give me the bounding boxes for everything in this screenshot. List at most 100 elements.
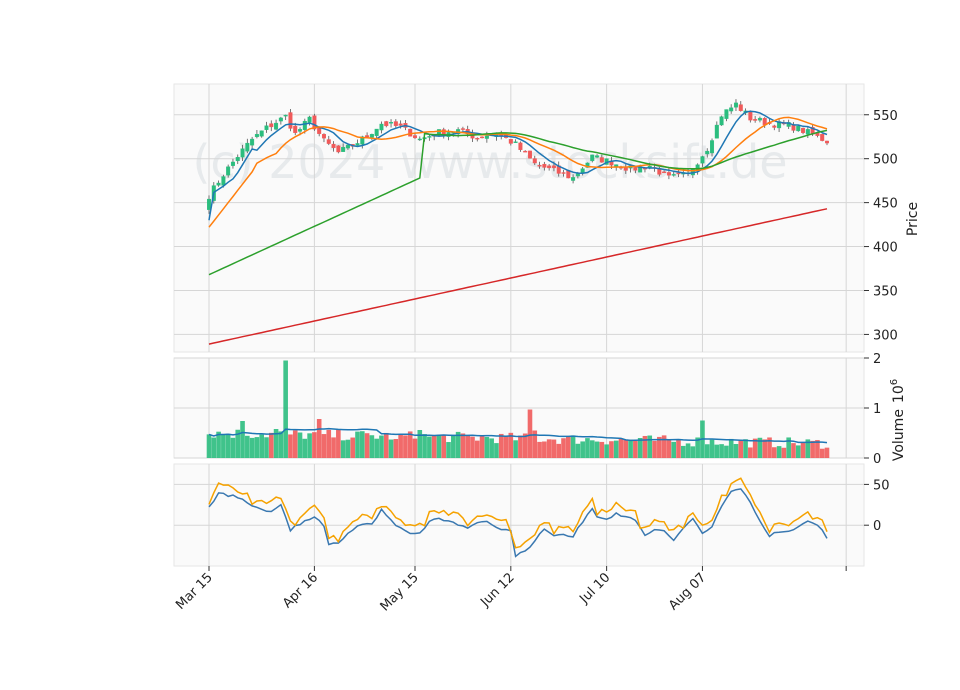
candle-body — [341, 147, 346, 152]
candle-body — [326, 139, 331, 144]
volume-bar — [719, 444, 724, 458]
volume-bar — [278, 431, 284, 458]
volume-bar — [714, 444, 720, 458]
volume-bar — [556, 443, 562, 458]
volume-bar — [757, 437, 763, 458]
volume-bar — [379, 435, 384, 458]
price-tick-label: 400 — [873, 241, 898, 256]
candle-body — [389, 122, 394, 124]
volume-bar — [312, 432, 317, 458]
candle-body — [825, 140, 830, 144]
volume-bar — [613, 440, 619, 458]
volume-bar — [637, 438, 643, 458]
volume-bar — [566, 435, 571, 458]
candle-body — [729, 107, 734, 112]
candle-body — [590, 154, 595, 162]
candle-body — [288, 112, 293, 129]
volume-bar — [474, 440, 480, 458]
candle-body — [518, 142, 523, 150]
volume-bar — [733, 444, 739, 458]
candle-body — [820, 134, 825, 141]
volume-bar — [676, 439, 681, 458]
volume-bar — [360, 431, 365, 458]
candle-body — [561, 172, 566, 174]
volume-bar — [623, 439, 629, 458]
volume-bar — [618, 438, 624, 458]
candle-body — [719, 116, 724, 126]
volume-bar — [503, 436, 509, 458]
candle-body — [542, 163, 547, 168]
volume-bar — [647, 435, 653, 458]
candle-body — [384, 121, 389, 127]
moving-average-4 — [208, 208, 828, 345]
volume-bar — [685, 443, 691, 458]
candle-body — [757, 117, 762, 121]
volume-bar — [666, 439, 672, 458]
candle-body — [748, 111, 753, 121]
volume-bar — [642, 435, 648, 458]
volume-bar — [690, 446, 696, 458]
volume-bar — [331, 437, 336, 458]
volume-bar — [417, 430, 423, 458]
volume-bar — [393, 439, 399, 458]
candle-body — [671, 174, 676, 176]
volume-bar — [225, 433, 231, 458]
candle-body — [585, 162, 590, 168]
volume-bar — [786, 437, 791, 458]
volume-bar — [805, 439, 811, 458]
osc-tick-label: 0 — [873, 519, 881, 534]
volume-bar — [498, 433, 504, 458]
volume-bar — [537, 441, 542, 458]
candle-body — [551, 165, 556, 169]
volume-bar — [570, 435, 576, 458]
volume-bar — [321, 434, 327, 458]
candle-body — [283, 114, 288, 117]
volume-bar — [259, 434, 264, 458]
candle-body — [393, 121, 398, 126]
candle-body — [480, 136, 485, 139]
volume-bar — [249, 437, 255, 458]
volume-bar — [589, 440, 595, 458]
candle-body — [321, 134, 326, 139]
volume-moving-average — [208, 427, 828, 444]
candle-body — [772, 125, 777, 128]
volume-bar — [762, 439, 768, 458]
volume-base-label: 10 — [891, 385, 907, 403]
candle-body — [633, 167, 638, 171]
x-tick-label: Jun 12 — [477, 570, 517, 610]
volume-bar — [657, 436, 662, 458]
volume-bar — [206, 434, 212, 458]
moving-average-2 — [208, 116, 828, 228]
volume-bar — [374, 438, 379, 458]
volume-bar — [494, 443, 499, 458]
volume-bar — [431, 435, 437, 458]
volume-bar — [709, 439, 715, 458]
volume-bar — [403, 435, 408, 458]
panel-bg-2 — [173, 463, 865, 567]
candle-body — [547, 165, 552, 169]
volume-bar — [800, 442, 806, 458]
volume-bar — [422, 434, 427, 458]
candle-body — [575, 173, 580, 177]
volume-bar — [221, 434, 226, 458]
volume-bar — [561, 438, 566, 458]
candle-body — [360, 136, 365, 145]
volume-bar — [508, 432, 514, 458]
candle-body — [413, 135, 418, 139]
volume-bar — [216, 431, 221, 458]
volume-bar — [580, 441, 585, 458]
oscillator-line-2 — [208, 477, 828, 549]
volume-bar — [364, 433, 370, 458]
candle-body — [254, 134, 259, 138]
candle-body — [259, 130, 264, 137]
candle-body — [676, 172, 681, 175]
volume-axis-label: Volume 106 — [889, 379, 907, 461]
volume-bar — [388, 439, 394, 458]
candle-body — [460, 128, 465, 130]
candle-body — [791, 124, 796, 131]
volume-bar — [810, 440, 815, 458]
x-tick-label: Mar 15 — [173, 570, 216, 613]
candle-body — [666, 172, 671, 176]
volume-bar — [340, 440, 346, 458]
volume-bar — [479, 436, 485, 458]
